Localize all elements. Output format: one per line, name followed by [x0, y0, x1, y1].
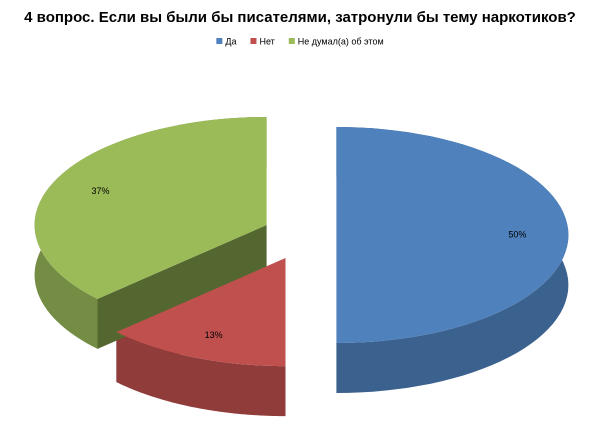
value-labels: 50% 13% 37%	[92, 186, 527, 340]
slice	[116, 258, 286, 367]
legend-swatch	[288, 38, 295, 44]
slice-side	[116, 332, 286, 417]
legend-swatch	[250, 38, 257, 44]
slice	[34, 117, 267, 299]
legend-label: Нет	[259, 36, 274, 46]
slice	[336, 127, 569, 343]
value-label: 37%	[92, 186, 110, 196]
legend-label: Не думал(а) об этом	[298, 36, 384, 46]
value-label: 13%	[205, 330, 223, 340]
pie-tops	[34, 117, 569, 367]
value-label: 50%	[508, 229, 526, 239]
chart-title: 4 вопрос. Если вы были бы писателями, за…	[24, 9, 576, 26]
legend-swatch	[216, 38, 223, 44]
legend-label: Да	[225, 36, 236, 46]
legend: Да Нет Не думал(а) об этом	[216, 36, 384, 46]
slice-wall	[97, 225, 267, 349]
